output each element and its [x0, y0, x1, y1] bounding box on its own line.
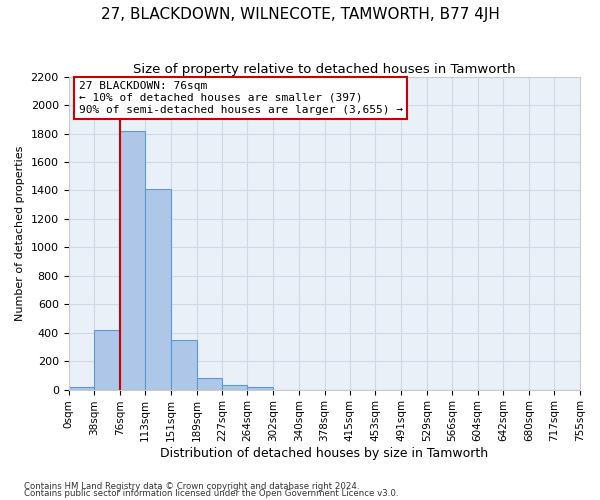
- Bar: [247, 388, 273, 390]
- Bar: [68, 388, 94, 390]
- Bar: [223, 386, 247, 390]
- Bar: [145, 189, 171, 390]
- Y-axis label: Number of detached properties: Number of detached properties: [15, 146, 25, 321]
- Text: 27, BLACKDOWN, WILNECOTE, TAMWORTH, B77 4JH: 27, BLACKDOWN, WILNECOTE, TAMWORTH, B77 …: [101, 8, 499, 22]
- Bar: [197, 378, 223, 390]
- Text: Contains HM Land Registry data © Crown copyright and database right 2024.: Contains HM Land Registry data © Crown c…: [24, 482, 359, 491]
- Title: Size of property relative to detached houses in Tamworth: Size of property relative to detached ho…: [133, 62, 515, 76]
- X-axis label: Distribution of detached houses by size in Tamworth: Distribution of detached houses by size …: [160, 447, 488, 460]
- Bar: [171, 340, 197, 390]
- Bar: [120, 130, 145, 390]
- Text: Contains public sector information licensed under the Open Government Licence v3: Contains public sector information licen…: [24, 490, 398, 498]
- Text: 27 BLACKDOWN: 76sqm
← 10% of detached houses are smaller (397)
90% of semi-detac: 27 BLACKDOWN: 76sqm ← 10% of detached ho…: [79, 82, 403, 114]
- Bar: [94, 330, 120, 390]
